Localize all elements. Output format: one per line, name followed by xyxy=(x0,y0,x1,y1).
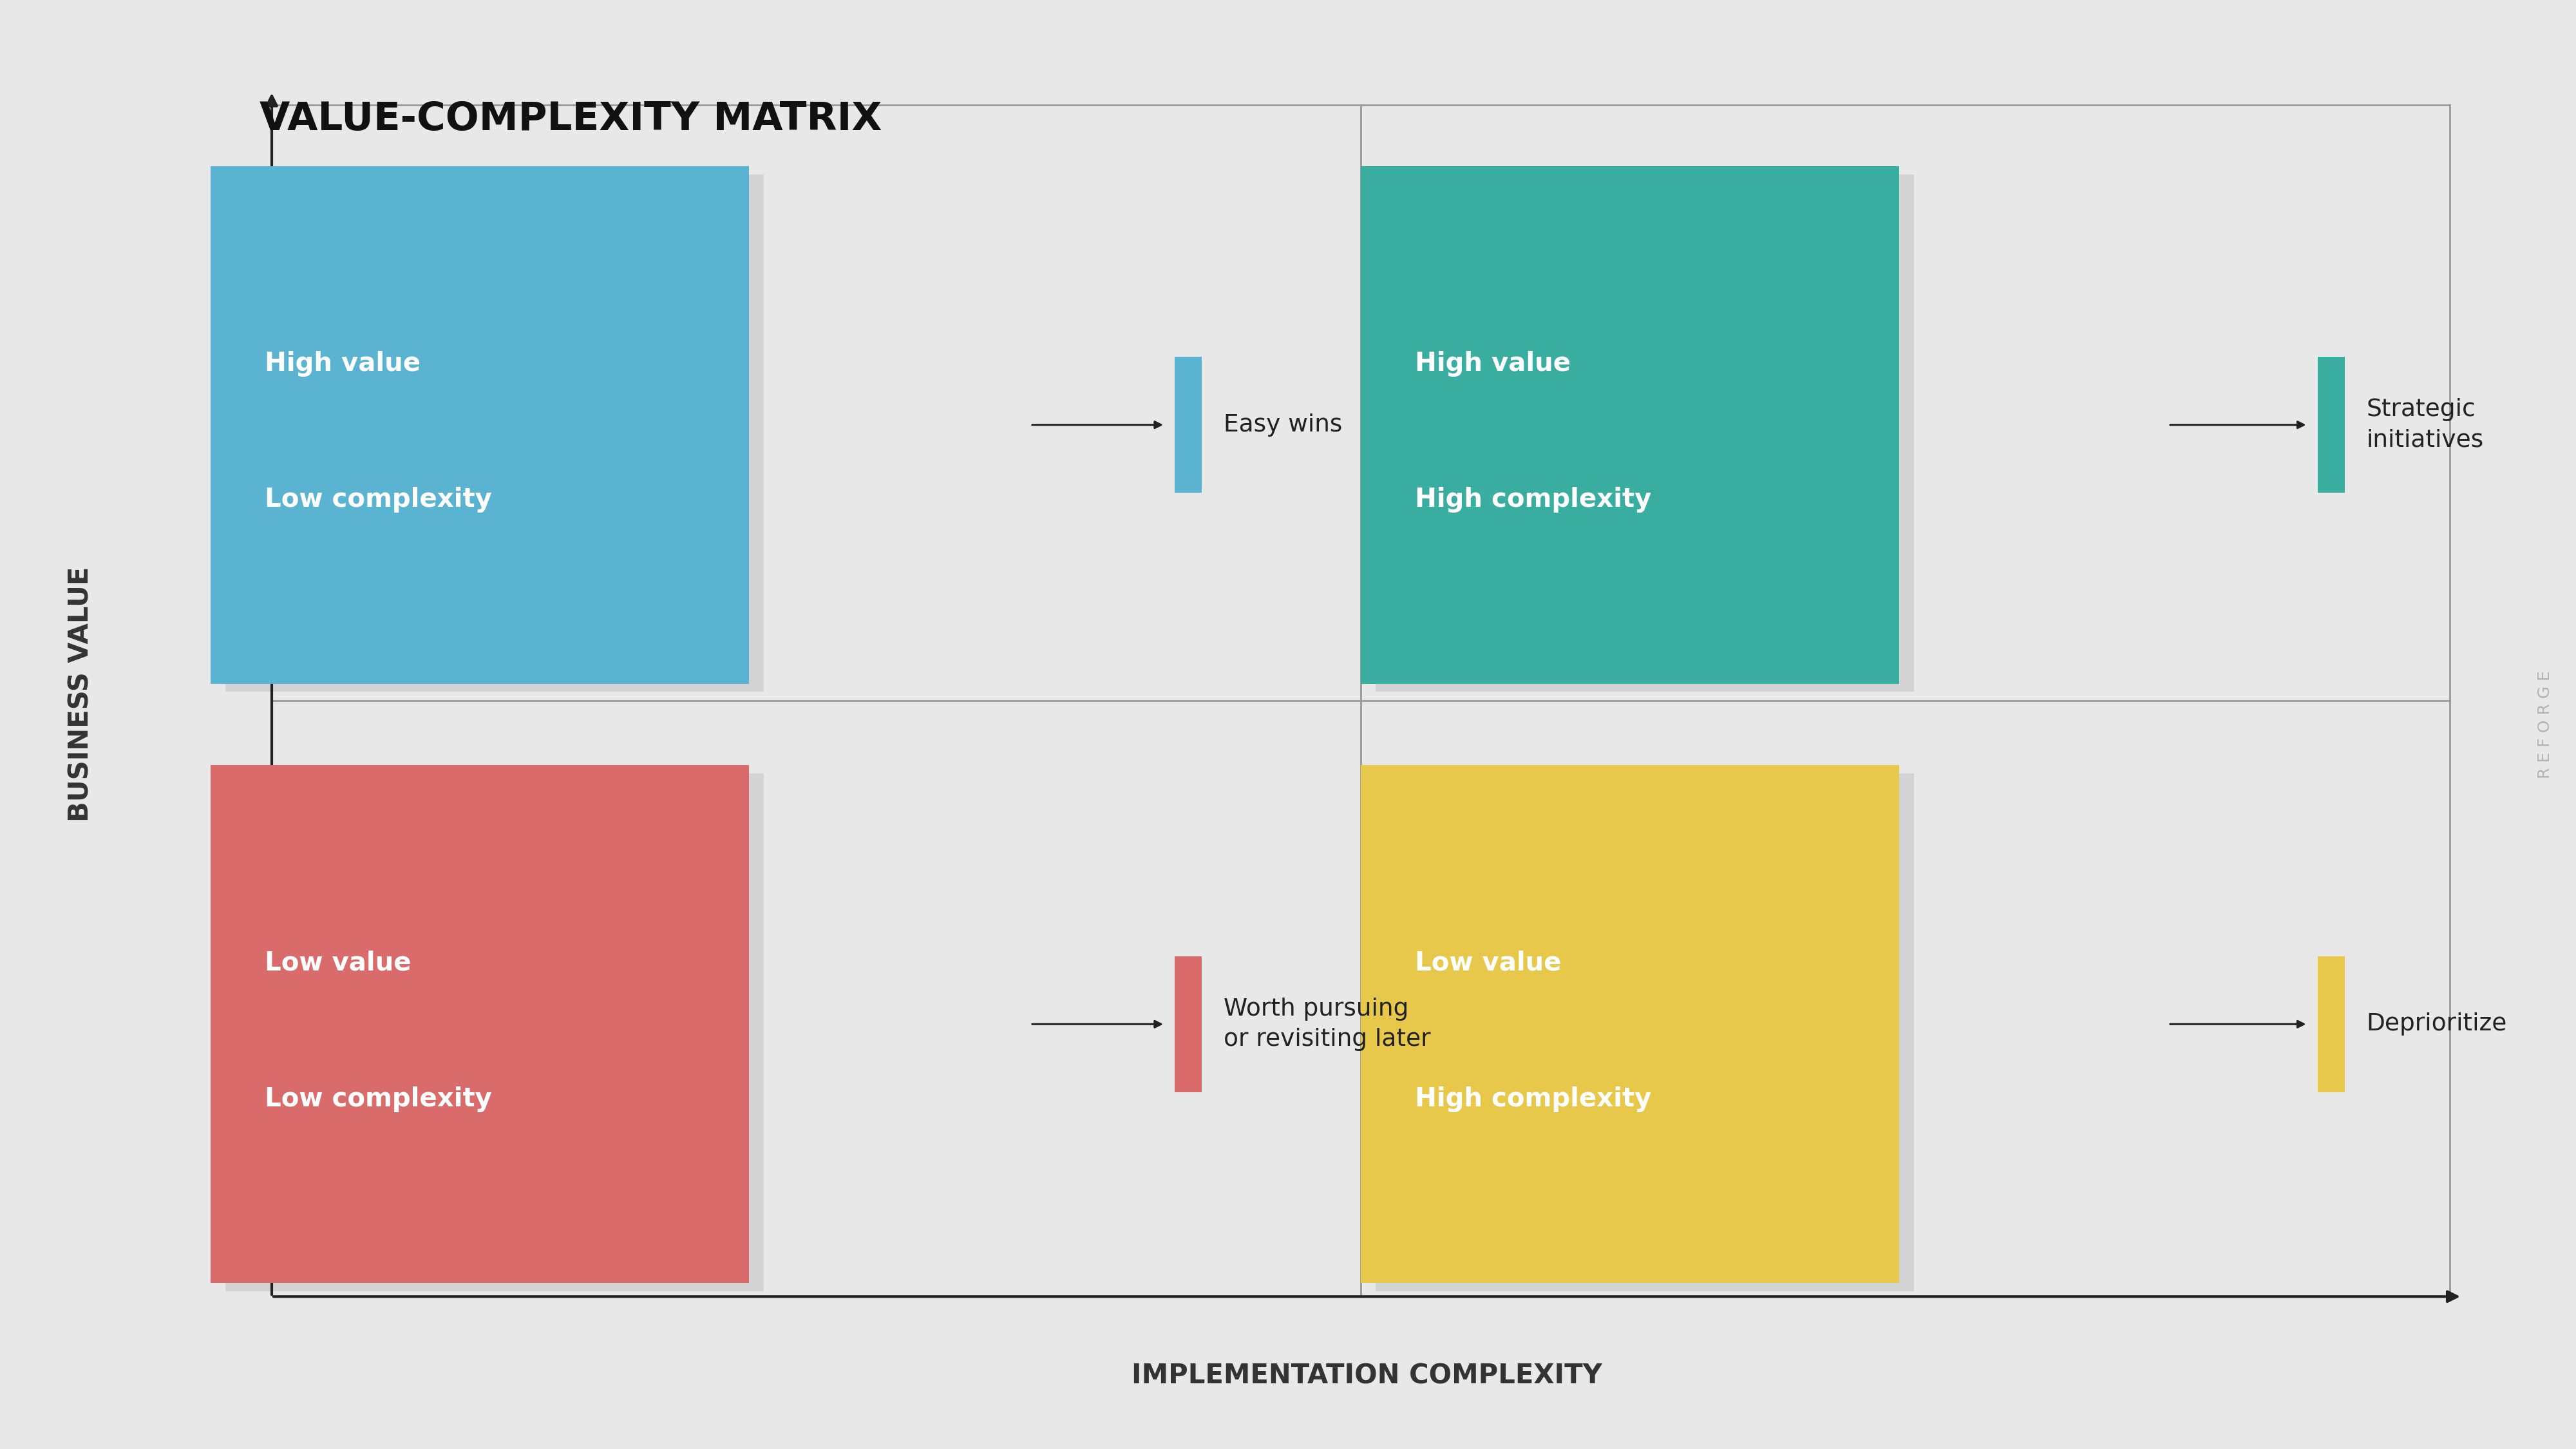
FancyBboxPatch shape xyxy=(1360,765,1899,1282)
Text: Low complexity: Low complexity xyxy=(265,1087,492,1111)
Text: Low complexity: Low complexity xyxy=(265,487,492,513)
Text: High complexity: High complexity xyxy=(1414,487,1651,513)
Text: BUSINESS VALUE: BUSINESS VALUE xyxy=(67,567,95,822)
Text: High value: High value xyxy=(265,351,420,377)
Text: Low value: Low value xyxy=(1414,951,1561,975)
Text: High value: High value xyxy=(1414,351,1571,377)
FancyBboxPatch shape xyxy=(2318,956,2344,1093)
Text: Low value: Low value xyxy=(265,951,412,975)
FancyBboxPatch shape xyxy=(1376,774,1914,1291)
FancyBboxPatch shape xyxy=(1175,356,1200,493)
Text: Easy wins: Easy wins xyxy=(1224,413,1342,436)
Text: High complexity: High complexity xyxy=(1414,1087,1651,1111)
FancyBboxPatch shape xyxy=(224,774,762,1291)
FancyBboxPatch shape xyxy=(224,174,762,691)
FancyBboxPatch shape xyxy=(1175,956,1200,1093)
FancyBboxPatch shape xyxy=(1376,174,1914,691)
FancyBboxPatch shape xyxy=(2318,356,2344,493)
Text: Worth pursuing
or revisiting later: Worth pursuing or revisiting later xyxy=(1224,997,1430,1051)
Text: VALUE-COMPLEXITY MATRIX: VALUE-COMPLEXITY MATRIX xyxy=(260,100,881,139)
FancyBboxPatch shape xyxy=(211,167,750,684)
FancyBboxPatch shape xyxy=(1360,167,1899,684)
Text: IMPLEMENTATION COMPLEXITY: IMPLEMENTATION COMPLEXITY xyxy=(1131,1362,1602,1390)
Text: R E F O R G E: R E F O R G E xyxy=(2537,671,2553,778)
Text: Deprioritize: Deprioritize xyxy=(2367,1013,2506,1036)
Text: Strategic
initiatives: Strategic initiatives xyxy=(2367,398,2483,452)
FancyBboxPatch shape xyxy=(211,765,750,1282)
